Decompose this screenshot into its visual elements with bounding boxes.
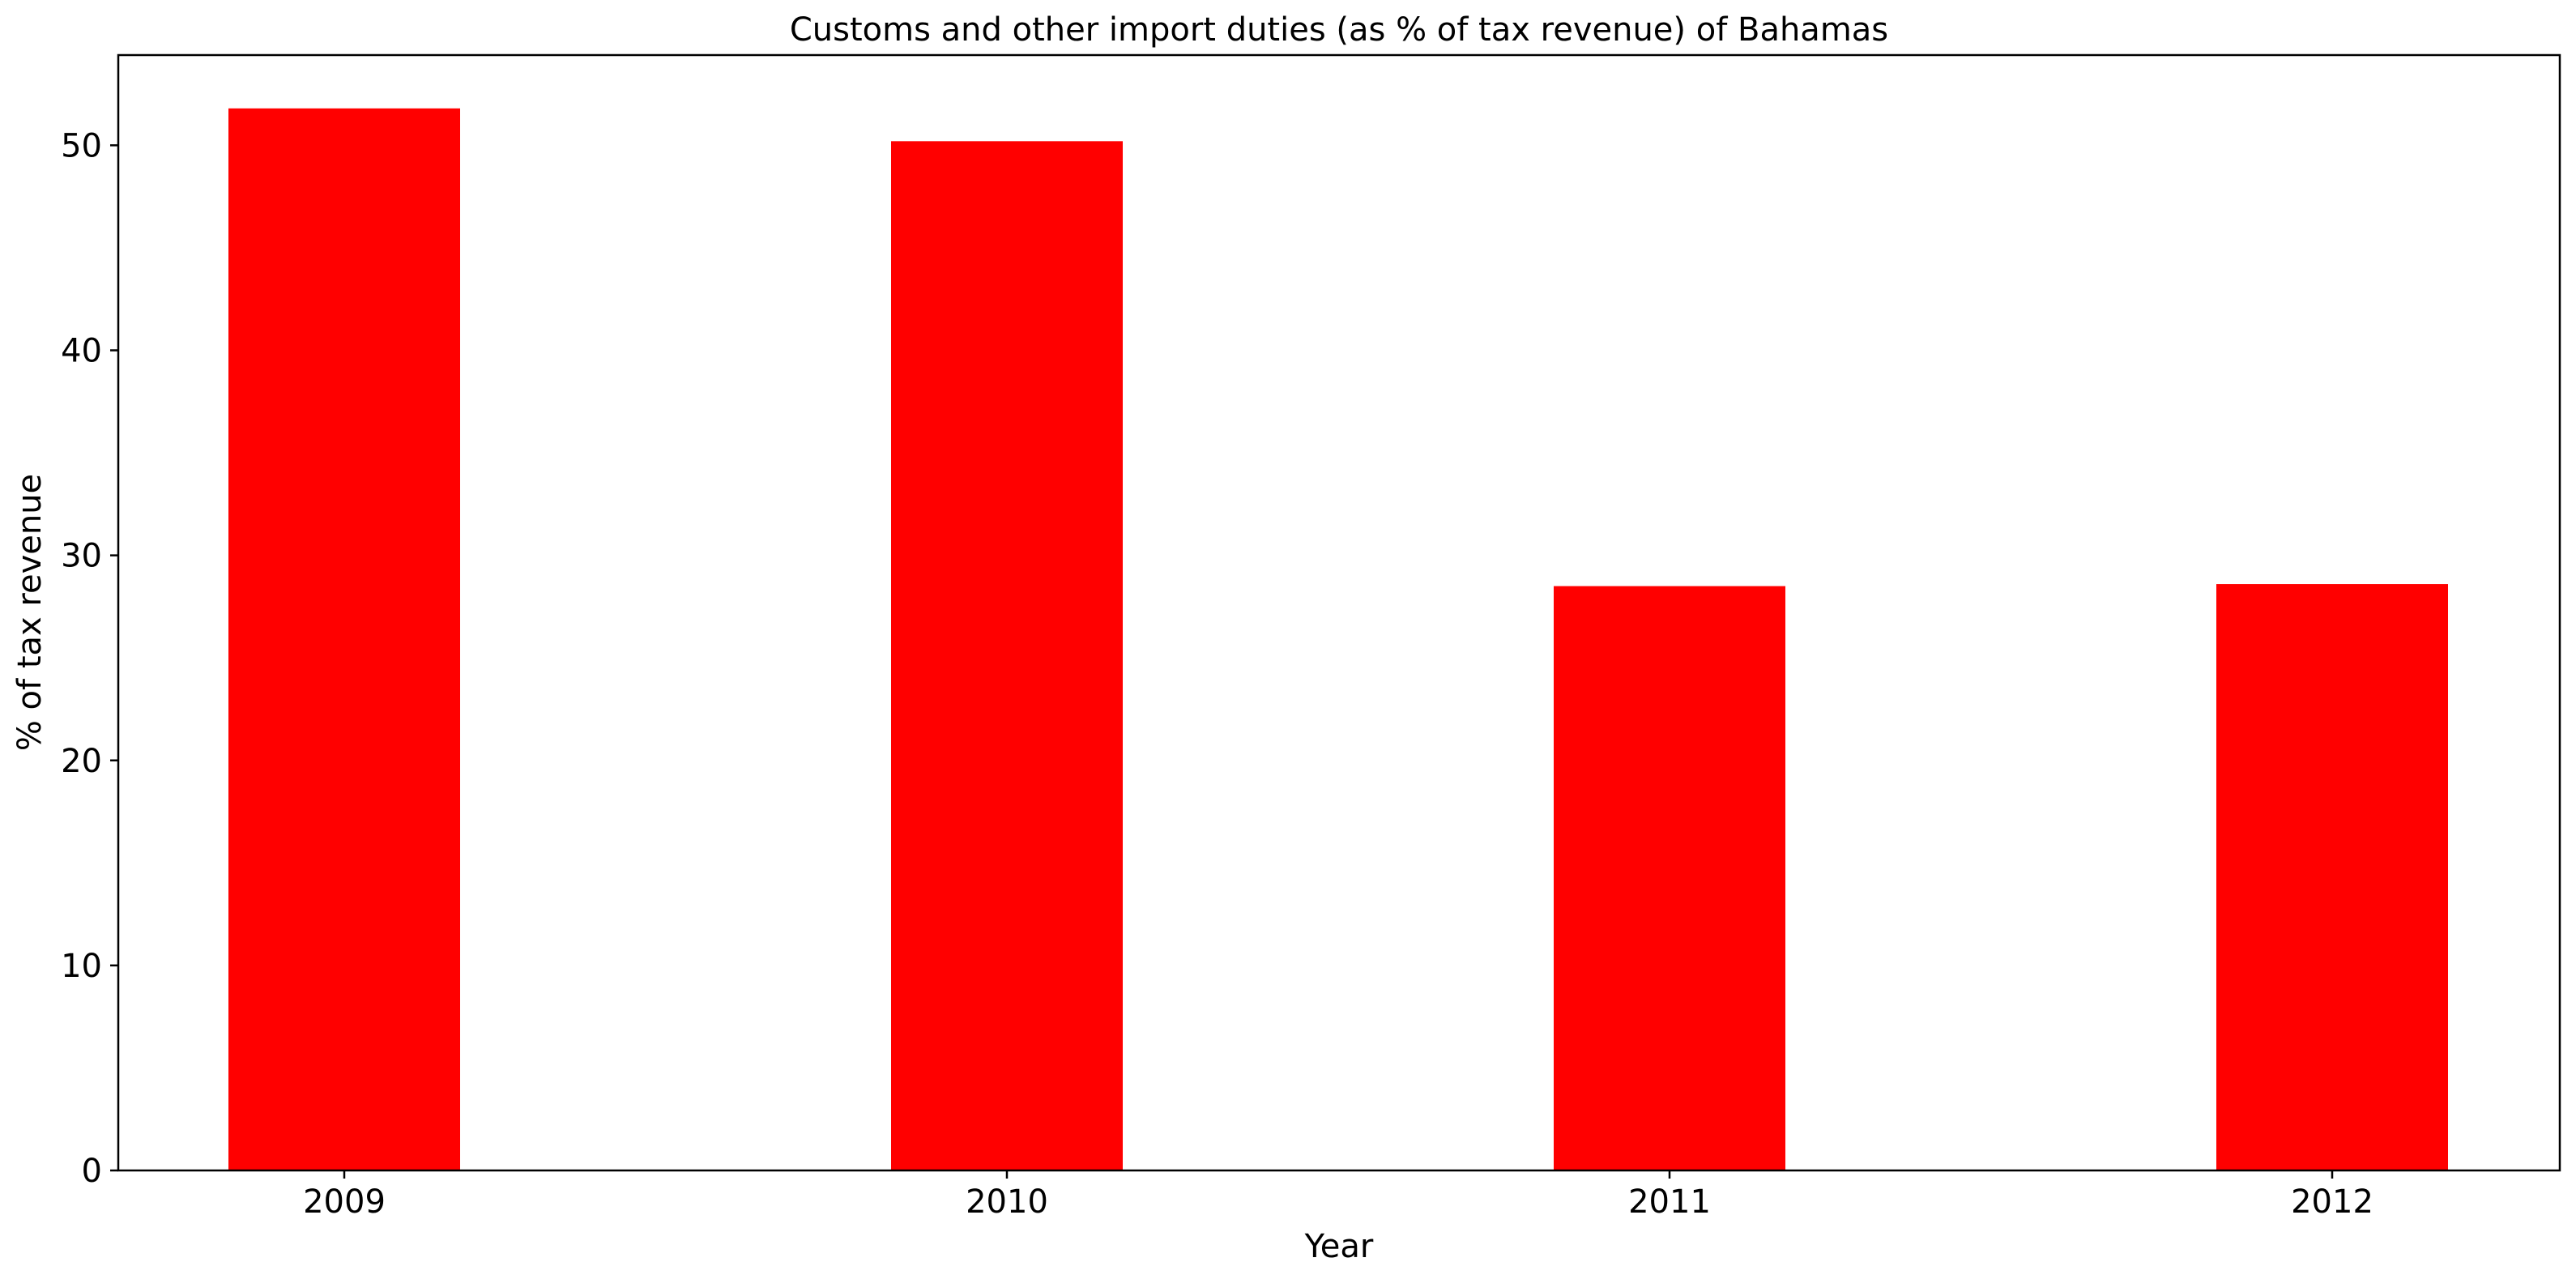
y-tick-label: 20 <box>61 743 102 780</box>
y-tick-label: 10 <box>61 948 102 985</box>
y-tick-label: 30 <box>61 538 102 575</box>
plot-frame <box>117 53 2561 1172</box>
x-axis-ticks: 2009 2010 2011 2012 <box>303 1170 2373 1221</box>
x-tick-label: 2009 <box>303 1183 386 1221</box>
y-axis-ticks: 0 10 20 30 40 50 <box>61 127 118 1190</box>
x-tick-label: 2010 <box>966 1183 1048 1221</box>
bar-2009 <box>228 108 460 1170</box>
y-axis-label: % of tax revenue <box>11 474 49 751</box>
y-tick-label: 50 <box>61 127 102 164</box>
y-tick-label: 40 <box>61 333 102 370</box>
bar-2010 <box>891 141 1123 1170</box>
bar-2012 <box>2216 584 2448 1170</box>
x-axis-label: Year <box>1304 1228 1374 1265</box>
x-tick-label: 2012 <box>2291 1183 2373 1221</box>
x-tick-label: 2011 <box>1628 1183 1711 1221</box>
bars-group <box>228 108 2448 1170</box>
y-tick-label: 0 <box>82 1153 102 1190</box>
bar-2011 <box>1554 586 1785 1170</box>
chart-title: Customs and other import duties (as % of… <box>790 11 1888 49</box>
